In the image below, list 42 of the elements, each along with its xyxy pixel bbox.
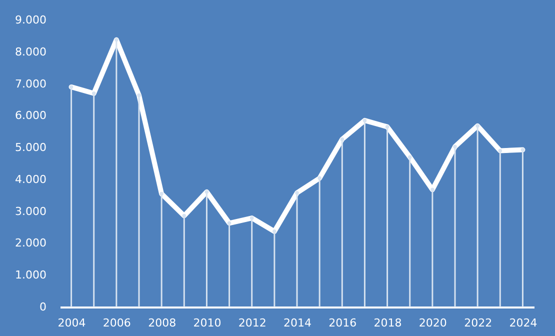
y-tick-label: 2.000 <box>15 236 46 250</box>
x-tick-label: 2014 <box>284 316 312 330</box>
point <box>520 148 525 152</box>
x-tick-label: 2004 <box>58 316 86 330</box>
point <box>385 124 390 129</box>
x-tick-label: 2012 <box>238 316 266 330</box>
point <box>340 137 344 142</box>
x-tick-label: 2022 <box>464 316 492 330</box>
x-tick-label: 2018 <box>374 316 402 330</box>
y-tick-label: 9.000 <box>15 14 46 26</box>
x-tick-label: 2008 <box>148 316 176 330</box>
y-tick-label: 7.000 <box>15 77 46 90</box>
y-tick-label: 0 <box>40 300 46 314</box>
point <box>453 144 457 148</box>
y-tick-label: 3.000 <box>15 204 46 218</box>
point <box>227 221 232 225</box>
y-tick-label: 4.000 <box>15 172 46 186</box>
y-tick-label: 6.000 <box>15 109 46 122</box>
point <box>204 190 209 194</box>
point <box>137 93 141 98</box>
point <box>272 230 276 234</box>
x-tick-label: 2016 <box>328 316 357 330</box>
x-tick-label: 2020 <box>418 316 447 330</box>
point <box>408 155 412 159</box>
point <box>114 38 118 42</box>
point <box>69 85 74 89</box>
point <box>92 91 96 96</box>
point <box>476 124 480 128</box>
y-tick-label: 8.000 <box>15 45 46 58</box>
y-tick-label: 1.000 <box>15 268 46 282</box>
point <box>362 118 367 122</box>
y-tick-label: 5.000 <box>15 141 46 154</box>
point <box>250 216 254 220</box>
point <box>295 190 299 195</box>
point <box>318 176 322 180</box>
x-tick-label: 2006 <box>102 316 131 330</box>
x-tick-label: 2010 <box>193 316 222 330</box>
point <box>430 188 434 192</box>
x-tick-label: 2024 <box>509 316 538 330</box>
point <box>160 192 164 196</box>
point <box>182 214 186 218</box>
point <box>498 148 502 153</box>
